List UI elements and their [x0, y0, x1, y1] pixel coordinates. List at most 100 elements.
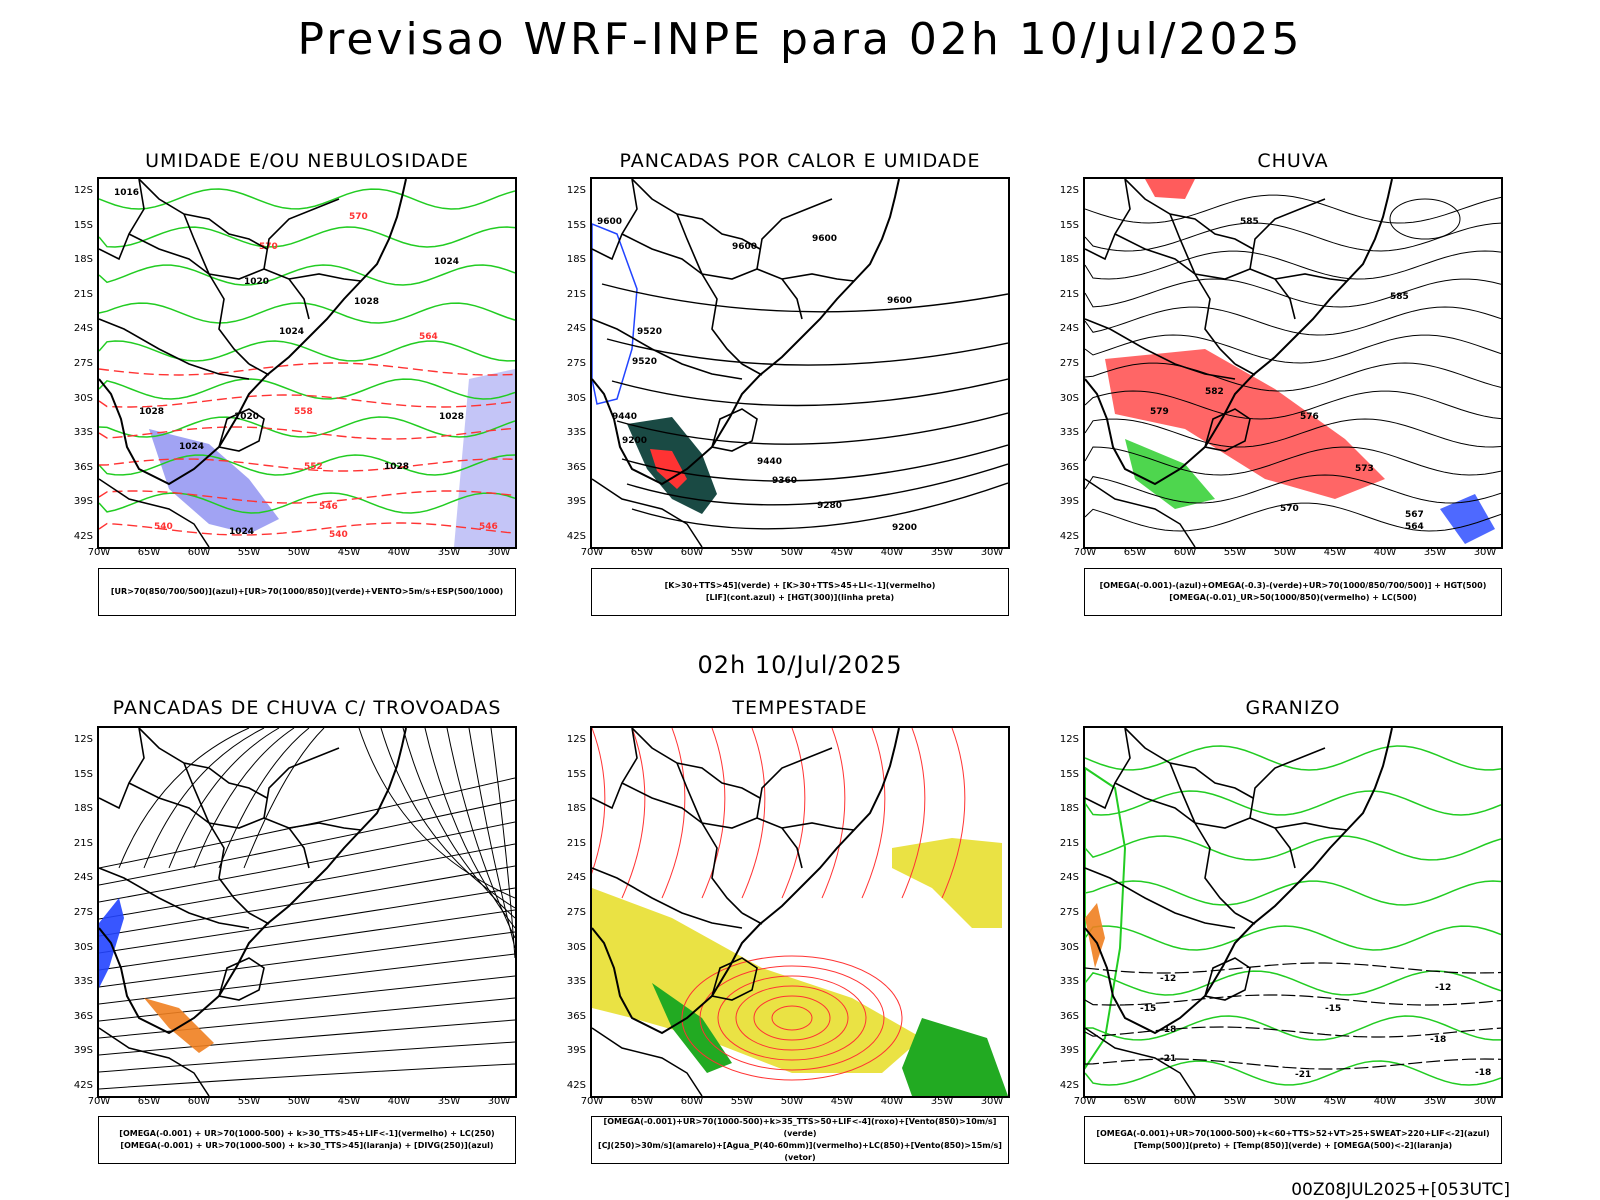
contour-label: 579 [1150, 407, 1169, 417]
country-border [621, 782, 743, 914]
country-border [1114, 233, 1236, 365]
country-border [248, 363, 270, 376]
coastline [592, 728, 900, 1035]
lon-tick-label: 55W [237, 547, 261, 558]
map-canvas: 1016 1020 1024 1028 1024 1020 1028 1024 1028 1028… [99, 179, 515, 547]
lon-tick-label: 45W [1323, 547, 1347, 558]
streamline [901, 728, 926, 899]
humidity-contour [99, 188, 515, 210]
country-border [592, 867, 743, 929]
map-storm[interactable] [590, 726, 1010, 1098]
streamline [218, 728, 310, 869]
streamline [861, 728, 886, 899]
streamline [99, 1063, 515, 1090]
streamline [99, 799, 515, 886]
map-humidity[interactable]: 1016 1020 1024 1028 1024 1020 1028 1024 1028 1028… [97, 177, 517, 549]
lon-tick-label: 70W [1073, 1096, 1097, 1107]
coastline [1085, 728, 1393, 1035]
country-border [1203, 408, 1251, 452]
geopotential-contour [1085, 194, 1501, 224]
country-border [781, 822, 855, 831]
contour-label: 9360 [772, 476, 797, 486]
streamline [446, 728, 515, 939]
lat-tick-label: 21S [73, 837, 93, 849]
lat-tick-label: 24S [73, 323, 93, 335]
contour-label: 570 [1280, 504, 1299, 514]
run-info-footer: 00Z08JUL2025+[053UTC] [1291, 1180, 1510, 1200]
contour-label: 570 [349, 212, 368, 222]
lon-tick-label: 65W [1123, 547, 1147, 558]
legend-line: [LIF](cont.azul) + [HGT(300)](linha pret… [705, 593, 895, 602]
wind-shade [652, 983, 732, 1073]
contour-label: 1024 [179, 442, 204, 452]
temp850-contour [1085, 790, 1501, 816]
country-border [1124, 728, 1254, 799]
contour-label: -18 [1475, 1068, 1491, 1078]
lon-tick-label: 55W [237, 1096, 261, 1107]
fields [592, 728, 1008, 1096]
map-heat-showers[interactable]: 9600 9600 9600 9600 9520 9520 9440 9440 9360 9280… [590, 177, 1010, 549]
fields [99, 728, 515, 1090]
lat-tick-label: 30S [1059, 392, 1079, 404]
contour-label: 1024 [279, 327, 304, 337]
lat-tick-label: 18S [73, 803, 93, 815]
contour-label: 546 [479, 522, 498, 532]
lat-tick-label: 27S [1059, 358, 1079, 369]
lat-tick-label: 33S [566, 427, 586, 439]
lon-tick-label: 30W [1473, 1096, 1497, 1107]
map-hail[interactable]: -12 -12 -15 -15 -18 -18 -18 -21 -21 [1083, 726, 1503, 1098]
humidity-contour [99, 454, 515, 476]
lat-tick-label: 12S [73, 734, 93, 745]
lat-tick-label: 24S [73, 872, 93, 884]
lat-tick-label: 36S [73, 1010, 93, 1022]
wind-shade [902, 1018, 1008, 1096]
lon-tick-label: 35W [437, 547, 461, 558]
lon-tick-label: 70W [87, 1096, 111, 1107]
lat-tick-label: 39S [1059, 1045, 1079, 1057]
lat-tick-label: 24S [1059, 323, 1079, 335]
country-border [741, 912, 763, 925]
contour-label: 573 [1355, 464, 1374, 474]
map-thunderstorm-showers[interactable] [97, 726, 517, 1098]
contour-label: 567 [1405, 510, 1424, 520]
country-border [756, 198, 833, 270]
lon-tick-label: 35W [437, 1096, 461, 1107]
rain-shade [1440, 494, 1495, 544]
lon-tick-label: 50W [287, 547, 311, 558]
contour-label: 585 [1390, 292, 1409, 302]
thickness-contour [99, 522, 515, 536]
streamline [380, 728, 515, 909]
contour-label: 540 [329, 530, 348, 540]
map-rain[interactable]: 585 585 582 579 576 573 570 567 564 [1083, 177, 1503, 549]
country-border [99, 728, 145, 810]
geopotential-contour [1085, 390, 1501, 420]
fields: 9600 9600 9600 9600 9520 9520 9440 9440 9360 9280… [592, 217, 1008, 533]
country-border [741, 363, 763, 376]
streamline [402, 728, 515, 919]
streamline [143, 728, 265, 869]
lon-tick-label: 60W [680, 1096, 704, 1107]
country-border [701, 817, 803, 869]
country-border [1194, 817, 1296, 869]
geopotential-contour [1085, 306, 1501, 336]
lon-tick-label: 55W [1223, 547, 1247, 558]
coastline [1085, 478, 1196, 547]
contour-label: -12 [1435, 983, 1451, 993]
streamline [681, 955, 903, 1081]
lat-tick-label: 30S [566, 392, 586, 404]
legend-line: [OMEGA(-0.001)+UR>70(1000-500)+k<60+TTS>… [1096, 1129, 1490, 1138]
legend-line: [CJ(250)>30m/s](amarelo)+[Agua_P(40-60mm… [598, 1141, 1002, 1162]
lat-tick-label: 21S [566, 837, 586, 849]
country-border [1249, 747, 1326, 819]
lat-tick-label: 39S [566, 496, 586, 508]
lon-tick-label: 40W [1373, 547, 1397, 558]
temp500-contour [1085, 962, 1501, 974]
country-border [631, 728, 761, 799]
lat-tick-label: 42S [1059, 1080, 1079, 1091]
lon-tick-label: 50W [1273, 547, 1297, 558]
coastline [592, 179, 900, 486]
geopotential-contour [1085, 250, 1501, 280]
contour-label: 1028 [384, 462, 409, 472]
lat-tick-label: 33S [1059, 976, 1079, 988]
lat-tick-label: 15S [1059, 768, 1079, 780]
